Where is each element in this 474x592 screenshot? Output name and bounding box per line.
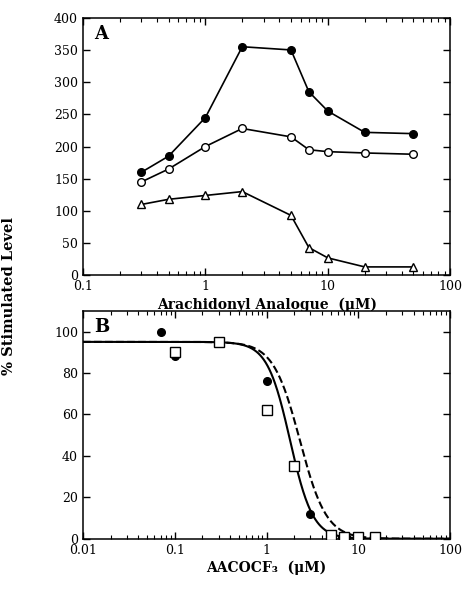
- Text: % Stimulated Level: % Stimulated Level: [2, 217, 17, 375]
- Text: B: B: [94, 318, 109, 336]
- X-axis label: AACOCF₃  (μM): AACOCF₃ (μM): [207, 561, 327, 575]
- Text: A: A: [94, 25, 108, 43]
- X-axis label: Arachidonyl Analogue  (μM): Arachidonyl Analogue (μM): [156, 297, 377, 312]
